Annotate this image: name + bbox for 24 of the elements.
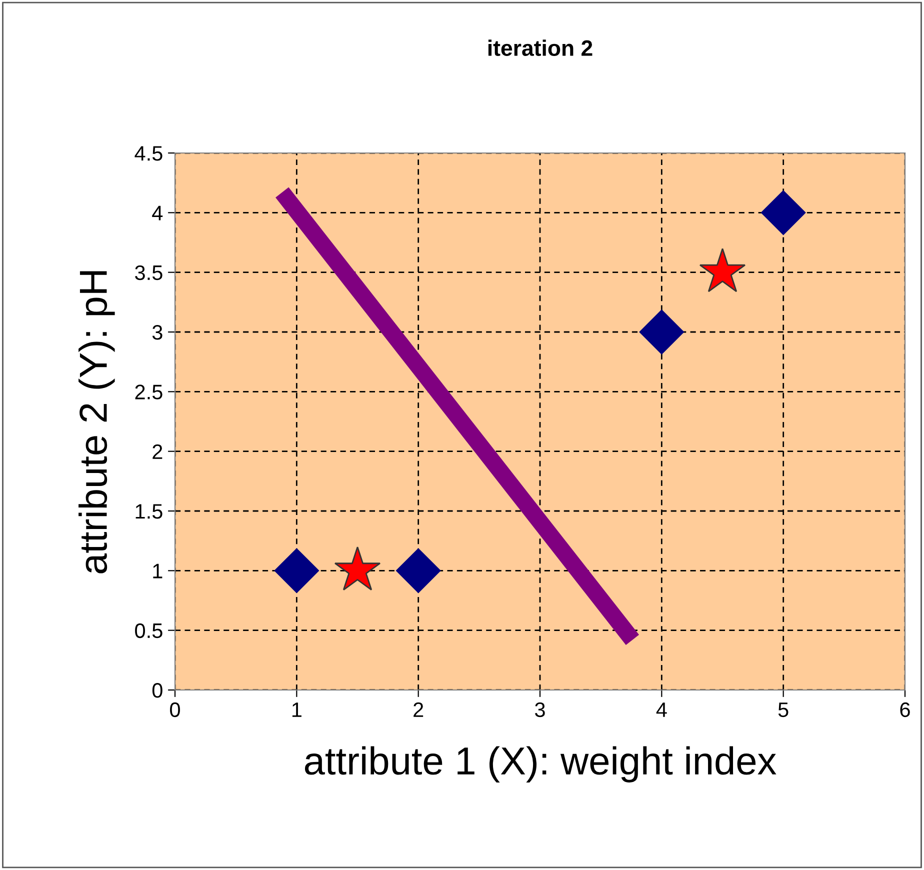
y-tick-label: 2 bbox=[152, 444, 162, 459]
y-tick-label: 4.5 bbox=[134, 146, 162, 161]
x-tick-label: 0 bbox=[170, 702, 180, 718]
point bbox=[274, 548, 319, 593]
x-tick-label: 4 bbox=[656, 702, 667, 717]
y-axis-title: attribute 2 (Y): pH bbox=[78, 271, 115, 574]
x-tick-label: 5 bbox=[778, 702, 788, 718]
chart-title: iteration 2 bbox=[488, 40, 592, 56]
x-tick-label: 3 bbox=[535, 702, 545, 718]
y-tick-label: 2.5 bbox=[135, 384, 162, 400]
point bbox=[761, 190, 806, 235]
y-tick-label: 3 bbox=[152, 325, 162, 340]
y-tick-label: 1 bbox=[153, 564, 162, 578]
point bbox=[396, 548, 441, 593]
y-tick-label: 1.5 bbox=[136, 504, 162, 519]
x-tick-label: 6 bbox=[900, 702, 910, 718]
x-tick-label: 1 bbox=[292, 702, 302, 717]
y-tick-label: 4 bbox=[152, 206, 163, 220]
point bbox=[639, 310, 684, 354]
x-axis-title: attribute 1 (X): weight index bbox=[304, 746, 776, 782]
y-tick-label: 0 bbox=[152, 683, 162, 698]
y-tick-label: 0.5 bbox=[135, 623, 162, 638]
y-tick-label: 3.5 bbox=[135, 265, 162, 280]
x-tick-label: 2 bbox=[414, 702, 424, 717]
